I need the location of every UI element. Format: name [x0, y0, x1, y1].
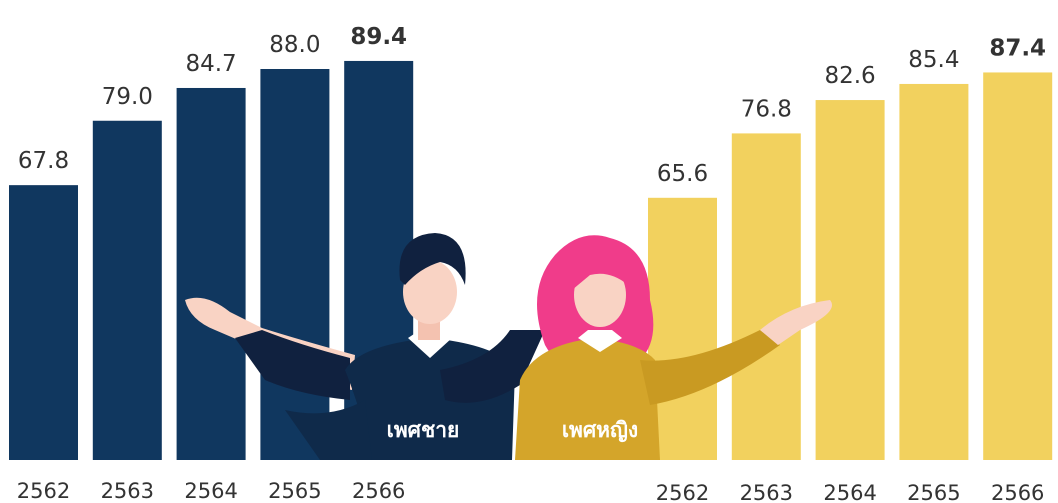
woman-head — [574, 263, 626, 327]
x-tick-label: 2566 — [991, 481, 1044, 503]
x-tick-label: 2564 — [184, 479, 237, 503]
woman-hand — [760, 300, 832, 345]
value-label: 76.8 — [741, 96, 792, 122]
bar — [815, 100, 885, 461]
x-tick-label: 2562 — [17, 479, 70, 503]
labels: 67.8 2562 79.0 2563 84.7 2564 88.0 2565 89.4 2566… — [17, 24, 1046, 503]
man-sleeve — [235, 330, 350, 400]
value-label: 85.4 — [908, 47, 959, 73]
value-label: 82.6 — [824, 63, 875, 89]
bar — [176, 87, 246, 460]
series-name: เพศหญิง — [562, 418, 638, 443]
x-tick-label: 2564 — [823, 481, 876, 503]
bar — [731, 133, 801, 460]
man-sleeve-right — [440, 330, 545, 403]
woman-collar — [578, 330, 622, 352]
x-tick-label: 2565 — [268, 479, 321, 503]
value-label: 65.6 — [657, 161, 708, 187]
man-arm — [285, 400, 372, 460]
illustration — [185, 233, 832, 460]
value-label: 89.4 — [350, 24, 407, 50]
woman-fringe — [572, 257, 629, 290]
value-label: 67.8 — [18, 148, 69, 174]
value-label: 79.0 — [102, 84, 153, 110]
man-head — [403, 260, 457, 324]
x-tick-label: 2563 — [101, 479, 154, 503]
bar — [899, 83, 969, 460]
x-tick-label: 2566 — [352, 479, 405, 503]
woman-sleeve — [640, 330, 780, 405]
value-label: 84.7 — [185, 51, 236, 77]
x-tick-label: 2565 — [907, 481, 960, 503]
x-tick-label: 2562 — [656, 481, 709, 503]
series-name: เพศชาย — [387, 418, 460, 442]
bar — [260, 69, 330, 460]
woman-body — [515, 338, 660, 460]
bar — [983, 72, 1053, 460]
x-tick-label: 2563 — [740, 481, 793, 503]
bar — [648, 197, 717, 461]
bar — [9, 185, 78, 460]
man-hair — [399, 233, 466, 285]
value-label: 88.0 — [269, 32, 320, 58]
value-label: 87.4 — [989, 35, 1046, 61]
bar — [92, 120, 162, 460]
